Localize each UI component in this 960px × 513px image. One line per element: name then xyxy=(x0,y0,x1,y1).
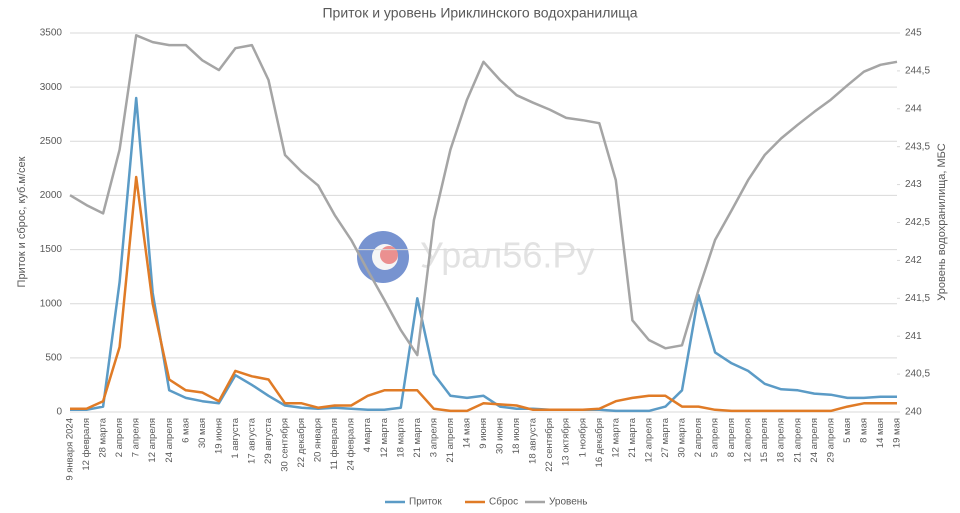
y-tick-label: 500 xyxy=(45,352,62,363)
x-tick-label: 21 апреля xyxy=(792,418,803,463)
x-tick-label: 28 марта xyxy=(98,417,109,457)
y-tick-label: 2000 xyxy=(40,190,63,201)
y-tick-label: 1000 xyxy=(40,298,63,309)
x-tick-label: 20 января xyxy=(313,418,324,462)
x-tick-label: 14 мая xyxy=(461,418,472,448)
x-tick-label: 30 мая xyxy=(197,418,208,448)
y2-tick-label: 244,5 xyxy=(905,66,930,77)
x-tick-label: 3 апреля xyxy=(428,418,439,457)
x-tick-label: 29 апреля xyxy=(825,418,836,463)
x-tick-label: 30 сентября xyxy=(280,418,291,472)
x-tick-label: 30 марта xyxy=(676,417,687,457)
x-tick-label: 18 июля xyxy=(511,418,522,454)
x-tick-label: 15 апреля xyxy=(759,418,770,463)
y2-tick-label: 240 xyxy=(905,407,922,418)
legend-label: Сброс xyxy=(489,496,518,508)
x-tick-label: 1 ноября xyxy=(577,418,588,457)
y-axis-label: Приток и сброс, куб.м/сек xyxy=(16,156,28,287)
x-tick-label: 9 июня xyxy=(478,418,489,449)
x-tick-label: 29 августа xyxy=(263,417,274,464)
x-tick-label: 18 августа xyxy=(528,417,539,464)
watermark-logo-dot xyxy=(380,246,398,264)
x-tick-label: 21 марта xyxy=(627,417,638,457)
y2-axis-label: Уровень водохранилища, МБС xyxy=(936,143,948,300)
x-tick-label: 12 февраля xyxy=(81,418,92,471)
chart-title: Приток и уровень Ириклинского водохранил… xyxy=(322,5,637,21)
watermark-text: Урал56.Ру xyxy=(420,235,594,276)
x-tick-label: 7 апреля xyxy=(131,418,142,457)
x-tick-label: 5 мая xyxy=(842,418,853,443)
x-tick-label: 12 апреля xyxy=(643,418,654,463)
x-tick-label: 11 февраля xyxy=(329,418,340,470)
y2-tick-label: 241,5 xyxy=(905,293,930,304)
y2-tick-label: 243 xyxy=(905,179,922,190)
x-tick-label: 9 января 2024 xyxy=(65,418,76,481)
x-tick-label: 12 апреля xyxy=(147,418,158,463)
series-line xyxy=(69,34,898,357)
y2-tick-label: 245 xyxy=(905,28,922,39)
x-tick-label: 16 декабря xyxy=(594,418,605,467)
y2-tick-label: 241 xyxy=(905,331,922,342)
y2-tick-label: 242 xyxy=(905,255,922,266)
y-tick-label: 1500 xyxy=(40,244,63,255)
x-tick-label: 24 апреля xyxy=(809,418,820,463)
x-tick-label: 6 мая xyxy=(180,418,191,443)
x-tick-label: 27 марта xyxy=(660,417,671,457)
x-tick-label: 19 июня xyxy=(213,418,224,454)
x-tick-label: 13 октября xyxy=(561,418,572,466)
x-tick-label: 19 мая xyxy=(892,418,903,448)
x-tick-label: 4 марта xyxy=(362,417,373,452)
x-tick-label: 22 декабря xyxy=(296,418,307,467)
x-tick-label: 17 августа xyxy=(246,417,257,464)
legend-label: Приток xyxy=(409,497,442,508)
x-tick-label: 14 мая xyxy=(875,418,886,448)
y2-tick-label: 243,5 xyxy=(905,141,930,152)
legend-label: Уровень xyxy=(549,497,588,508)
x-tick-label: 30 июня xyxy=(495,418,506,454)
y-tick-label: 2500 xyxy=(40,136,63,147)
x-tick-label: 18 апреля xyxy=(776,418,787,463)
x-tick-label: 5 апреля xyxy=(710,418,721,457)
x-tick-label: 24 апреля xyxy=(164,418,175,463)
x-tick-label: 8 апреля xyxy=(726,418,737,457)
series-line xyxy=(70,175,897,413)
y2-tick-label: 242,5 xyxy=(905,217,930,228)
x-tick-label: 22 сентября xyxy=(544,418,555,472)
x-tick-label: 12 марта xyxy=(379,417,390,457)
y-tick-label: 0 xyxy=(56,407,62,418)
series-line xyxy=(70,96,897,413)
x-tick-label: 12 марта xyxy=(610,417,621,457)
x-tick-label: 2 апреля xyxy=(693,418,704,457)
y2-tick-label: 244 xyxy=(905,103,922,114)
x-tick-label: 1 августа xyxy=(230,417,241,458)
y-tick-label: 3500 xyxy=(40,28,63,39)
x-tick-label: 24 февраля xyxy=(346,418,357,471)
y-tick-label: 3000 xyxy=(40,82,63,93)
y2-tick-label: 240,5 xyxy=(905,369,930,380)
x-tick-label: 18 марта xyxy=(395,417,406,457)
x-tick-label: 2 апреля xyxy=(114,418,125,457)
x-tick-label: 21 марта xyxy=(412,417,423,457)
x-tick-label: 21 апреля xyxy=(445,418,456,463)
x-tick-label: 12 апреля xyxy=(743,418,754,463)
x-tick-label: 8 мая xyxy=(858,418,869,443)
watermark: Урал56.Ру xyxy=(357,231,594,283)
